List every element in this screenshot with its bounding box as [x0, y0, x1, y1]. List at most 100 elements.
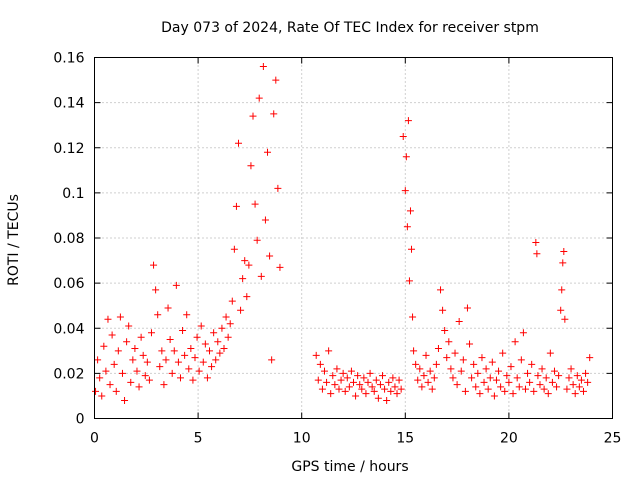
data-point	[339, 369, 347, 377]
y-tick-label: 0.08	[53, 231, 84, 247]
data-point	[513, 374, 521, 382]
data-point	[490, 392, 498, 400]
data-point	[193, 333, 201, 341]
data-point	[94, 356, 102, 364]
data-point	[441, 327, 449, 335]
data-point	[203, 374, 211, 382]
data-point	[424, 378, 432, 386]
data-point	[420, 372, 428, 380]
data-point	[347, 367, 355, 375]
data-point	[476, 390, 484, 398]
data-point	[195, 367, 203, 375]
data-point	[337, 376, 345, 384]
data-point	[409, 313, 417, 321]
data-point	[174, 358, 182, 366]
y-tick-label: 0.14	[53, 96, 84, 112]
data-point	[164, 304, 172, 312]
data-point	[503, 372, 511, 380]
grid	[94, 57, 613, 419]
data-point	[532, 239, 540, 247]
data-point	[257, 272, 265, 280]
data-point	[162, 356, 170, 364]
data-point	[457, 367, 465, 375]
data-point	[354, 372, 362, 380]
data-point	[468, 374, 476, 382]
data-point	[156, 363, 164, 371]
data-point	[170, 347, 178, 355]
data-point	[507, 363, 515, 371]
data-point	[100, 342, 108, 350]
data-point	[451, 349, 459, 357]
data-point	[557, 306, 565, 314]
data-point	[548, 378, 556, 386]
data-point	[218, 324, 226, 332]
chart-title: Day 073 of 2024, Rate Of TEC Index for r…	[161, 20, 539, 36]
data-point	[154, 311, 162, 319]
data-point	[586, 354, 594, 362]
data-point	[235, 139, 243, 147]
data-point	[418, 383, 426, 391]
data-point	[205, 347, 213, 355]
data-point	[329, 372, 337, 380]
data-point	[408, 245, 416, 253]
data-point	[439, 306, 447, 314]
data-point	[402, 153, 410, 161]
data-point	[343, 374, 351, 382]
data-point	[526, 378, 534, 386]
data-point	[135, 383, 143, 391]
data-point	[492, 376, 500, 384]
data-point	[137, 333, 145, 341]
x-tick-label: 0	[90, 431, 99, 447]
data-point	[412, 360, 420, 368]
data-point	[428, 385, 436, 393]
data-point	[224, 333, 232, 341]
data-point	[472, 383, 480, 391]
data-point	[560, 248, 568, 256]
data-point	[133, 367, 141, 375]
data-point	[577, 376, 585, 384]
data-point	[228, 297, 236, 305]
data-point	[110, 360, 118, 368]
data-point	[567, 365, 575, 373]
data-point	[121, 396, 129, 404]
data-point	[158, 347, 166, 355]
data-point	[370, 387, 378, 395]
data-point	[212, 356, 220, 364]
data-point	[524, 369, 532, 377]
data-point	[517, 356, 525, 364]
data-point	[245, 261, 253, 269]
data-point	[505, 378, 513, 386]
data-point	[579, 387, 587, 395]
data-point	[320, 367, 328, 375]
data-point	[422, 351, 430, 359]
data-point	[575, 383, 583, 391]
data-point	[276, 263, 284, 271]
data-point	[191, 354, 199, 362]
data-point	[536, 381, 544, 389]
data-point	[261, 216, 269, 224]
data-point	[189, 376, 197, 384]
data-point	[152, 286, 160, 294]
data-point	[112, 387, 120, 395]
data-point	[534, 372, 542, 380]
data-point	[521, 385, 529, 393]
data-point	[129, 356, 137, 364]
data-point	[511, 338, 519, 346]
data-point	[268, 356, 276, 364]
data-point	[216, 349, 224, 357]
y-tick-label: 0.1	[62, 186, 84, 202]
data-point	[559, 259, 567, 267]
data-point	[482, 365, 490, 373]
data-point	[104, 315, 112, 323]
x-tick-label: 20	[500, 431, 518, 447]
data-point	[102, 367, 110, 375]
data-point	[563, 385, 571, 393]
y-tick-labels: 0 0.02 0.04 0.06 0.08 0.1 0.12 0.14 0.16	[53, 51, 84, 428]
data-point	[368, 383, 376, 391]
data-point	[488, 358, 496, 366]
data-point	[327, 390, 335, 398]
data-point	[150, 261, 158, 269]
data-point	[374, 394, 382, 402]
data-point	[272, 76, 280, 84]
data-point	[385, 378, 393, 386]
